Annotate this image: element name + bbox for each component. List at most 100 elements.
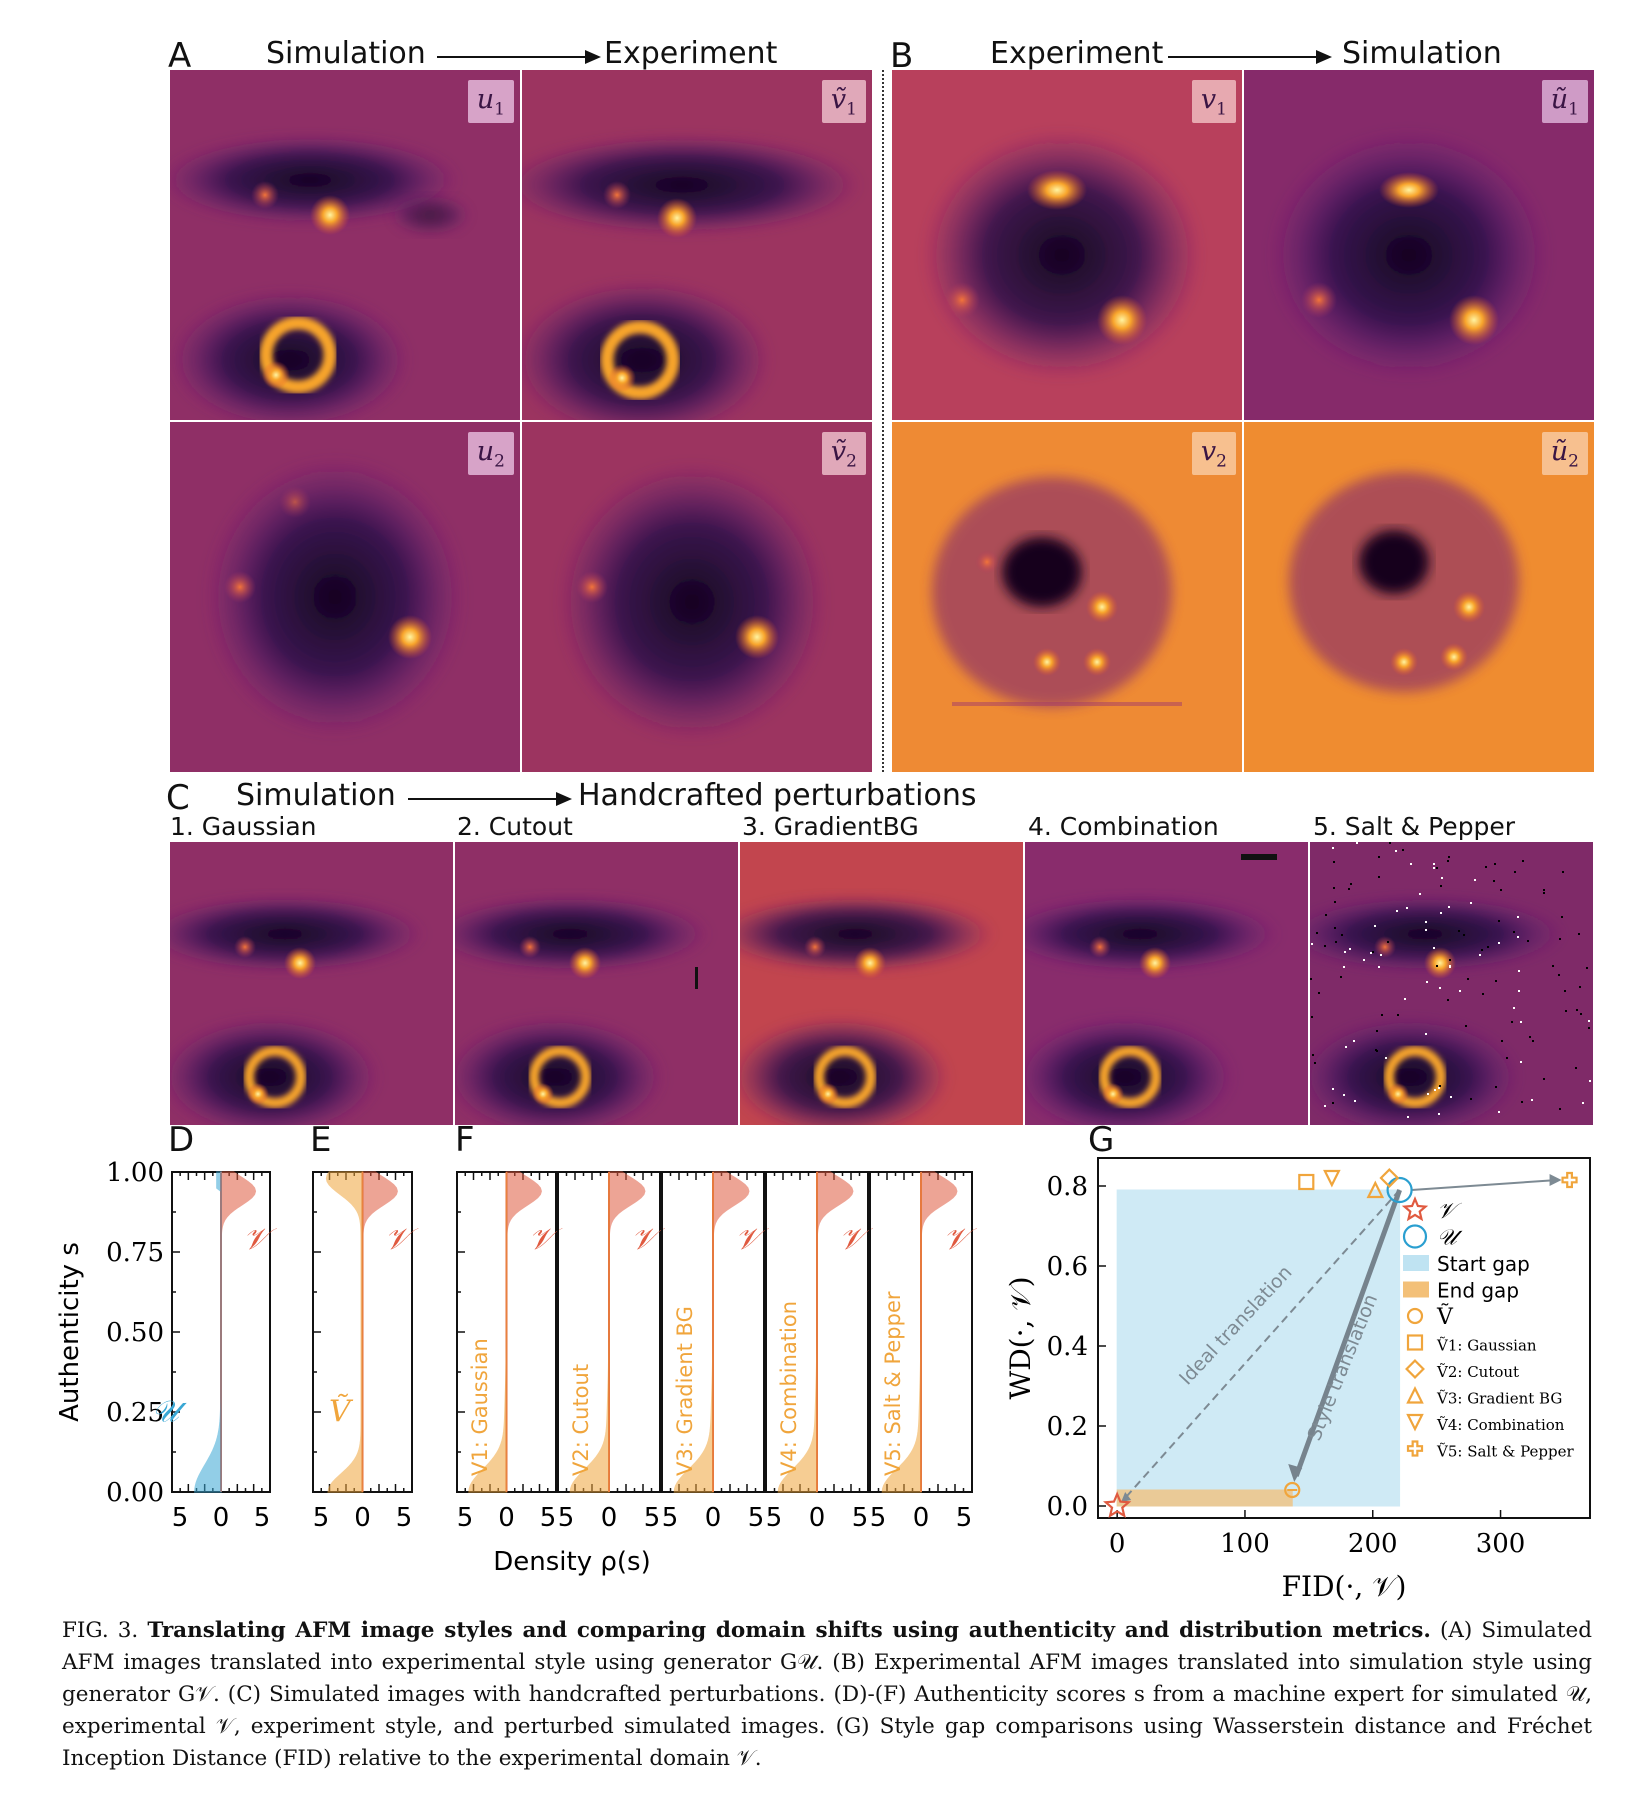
noise-pixel — [1578, 933, 1580, 935]
panel-a-arrowhead — [585, 50, 601, 64]
tag-v1-translated: ṽ1 — [821, 80, 866, 124]
density-left-area — [777, 1172, 818, 1493]
noise-pixel — [1487, 946, 1489, 948]
noise-pixel — [1436, 965, 1438, 967]
noise-pixel — [1495, 980, 1497, 982]
noise-pixel — [1332, 1088, 1334, 1090]
noise-pixel — [1494, 863, 1496, 865]
noise-pixel — [1349, 948, 1351, 950]
density-xtick-label: 5 — [558, 1503, 575, 1533]
density-perturb-label: V1: Gaussian — [468, 1338, 492, 1476]
density-xtick-label: 5 — [313, 1503, 330, 1533]
chart-ylabel: WD(·, 𝒱) — [1004, 1276, 1037, 1399]
legend-label: Ṽ — [1436, 1302, 1454, 1330]
cutout-mark — [1241, 854, 1277, 860]
noise-pixel — [1506, 1057, 1508, 1059]
tag-u2-translated: ũ2 — [1541, 432, 1588, 476]
density-u-label: 𝒰 — [152, 1395, 187, 1430]
panel-a-to: Experiment — [604, 36, 778, 71]
noise-pixel — [1372, 951, 1374, 953]
noise-pixel — [1433, 867, 1435, 869]
density-left-area — [194, 1171, 222, 1493]
density-perturb-label: V5: Salt & Pepper — [881, 1291, 905, 1476]
data-point — [1386, 1176, 1413, 1204]
noise-pixel — [1559, 1108, 1561, 1110]
density-xtick-label: 0 — [705, 1503, 722, 1533]
legend-marker — [1402, 1224, 1428, 1249]
noise-pixel — [1564, 990, 1566, 992]
noise-pixel — [1314, 1062, 1316, 1064]
density-xlabel: Density ρ(s) — [493, 1547, 650, 1577]
noise-pixel — [1378, 856, 1380, 858]
perturbation-image-4 — [1025, 842, 1308, 1125]
density-perturb-label: V4: Combination — [777, 1301, 801, 1476]
noise-pixel — [1529, 1036, 1531, 1038]
noise-pixel — [1438, 1087, 1440, 1089]
noise-pixel — [1501, 1040, 1503, 1042]
density-panels: Authenticity s1.000.750.500.250.005 0 5𝒱𝒰5… — [55, 1158, 977, 1577]
tag-u1-translated: ũ1 — [1541, 80, 1588, 124]
afm-image-v1-translated: ṽ1 — [522, 70, 872, 420]
noise-pixel — [1340, 976, 1342, 978]
salt-pepper-arrow — [1411, 1179, 1558, 1191]
density-xtick-label: 5 — [540, 1503, 557, 1533]
noise-pixel — [1543, 889, 1545, 891]
noise-pixel — [1447, 999, 1449, 1001]
noise-pixel — [1375, 1049, 1377, 1051]
noise-pixel — [1370, 952, 1372, 954]
noise-pixel — [1318, 992, 1320, 994]
density-xtick-label: 5 — [457, 1503, 474, 1533]
noise-pixel — [1449, 966, 1451, 968]
noise-pixel — [1588, 1027, 1590, 1029]
tag-v1: v1 — [1191, 80, 1236, 124]
legend-label: Ṽ3: Gradient BG — [1436, 1390, 1562, 1408]
noise-pixel — [1580, 1013, 1582, 1015]
legend-label: Ṽ1: Gaussian — [1436, 1337, 1537, 1355]
noise-pixel — [1495, 1086, 1497, 1088]
noise-pixel — [1465, 1025, 1467, 1027]
density-xtick-label: 5 — [748, 1503, 765, 1533]
density-xtick-label: 5 — [766, 1503, 783, 1533]
subtitle-gradientbg: 3. GradientBG — [742, 812, 919, 841]
density-perturb-label: V3: Gradient BG — [673, 1306, 697, 1476]
panel-letter-a: A — [168, 36, 192, 76]
ideal-translation-arrow — [1124, 1189, 1401, 1499]
x-tick-label: 100 — [1220, 1529, 1270, 1559]
noise-pixel — [1404, 998, 1406, 1000]
noise-pixel — [1407, 1116, 1409, 1118]
noise-pixel — [1397, 1014, 1399, 1016]
noise-pixel — [1332, 1102, 1334, 1104]
subtitle-gaussian: 1. Gaussian — [170, 812, 317, 841]
gap-region — [1116, 1489, 1293, 1507]
noise-pixel — [1433, 947, 1435, 949]
noise-pixel — [1467, 978, 1469, 980]
noise-pixel — [1385, 1057, 1387, 1059]
noise-pixel — [1341, 934, 1343, 936]
noise-pixel — [1425, 1033, 1427, 1035]
noise-pixel — [1324, 945, 1326, 947]
noise-pixel — [1532, 1040, 1534, 1042]
noise-pixel — [1387, 941, 1389, 943]
noise-pixel — [1522, 860, 1524, 862]
panel-c-arrow — [408, 798, 558, 800]
data-point — [1379, 1168, 1400, 1188]
noise-pixel — [1518, 970, 1520, 972]
noise-pixel — [1485, 866, 1487, 868]
density-ylabel: Authenticity s — [55, 1242, 85, 1422]
noise-pixel — [1381, 1014, 1383, 1016]
chart-frame — [1097, 1157, 1591, 1519]
tag-u1: u1 — [467, 80, 514, 124]
noise-pixel — [1343, 966, 1345, 968]
noise-pixel — [1395, 850, 1397, 852]
perturbation-image-1 — [170, 842, 453, 1125]
density-xtick-label: 5 — [254, 1503, 271, 1533]
noise-pixel — [1575, 1067, 1577, 1069]
y-tick-label: 0.6 — [1047, 1252, 1088, 1282]
perturbation-image-5 — [1310, 842, 1593, 1125]
noise-pixel — [1402, 849, 1404, 851]
legend-marker — [1406, 1413, 1424, 1432]
noise-pixel — [1558, 974, 1560, 976]
noise-pixel — [1332, 847, 1334, 849]
legend-marker — [1401, 1196, 1429, 1222]
density-xtick-label: 0 — [913, 1503, 930, 1533]
